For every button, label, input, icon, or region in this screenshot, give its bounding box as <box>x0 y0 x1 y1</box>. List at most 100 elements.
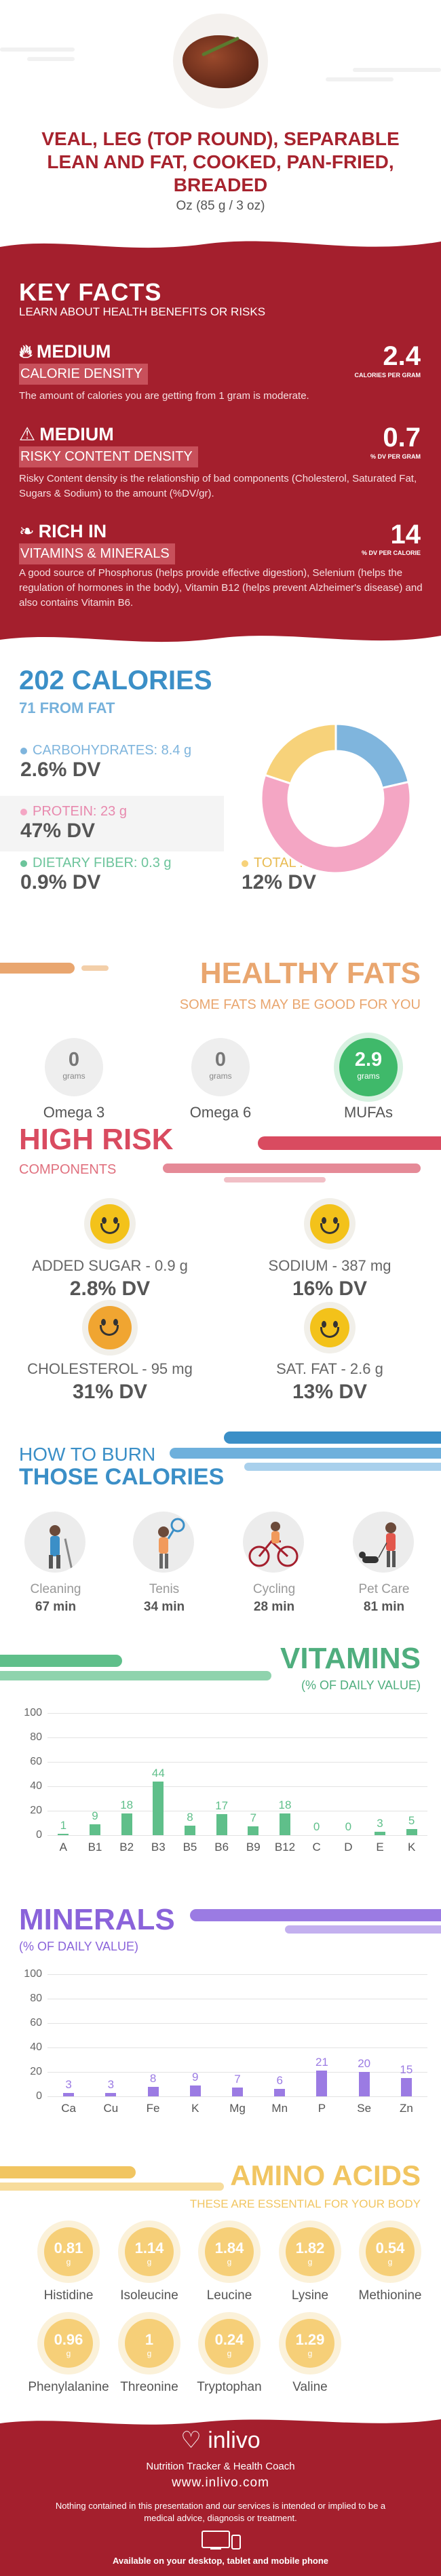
macro-donut-chart <box>260 723 412 874</box>
mineral-y-tick: 0 <box>36 2090 42 2102</box>
vitamin-value-label: 1 <box>60 1819 67 1832</box>
flame-icon: 🔥︎ <box>19 341 33 362</box>
omega6-circle: 0 grams <box>191 1038 250 1096</box>
wave-top <box>0 229 441 248</box>
amino-acid-name: Methionine <box>358 2288 422 2303</box>
decor-bar <box>224 1431 441 1444</box>
vitamins-section: VITAMINS (% OF DAILY VALUE) 0 20 40 60 80 100… <box>0 1632 441 1876</box>
decor-bar <box>258 1136 441 1150</box>
mineral-bar <box>63 2092 75 2096</box>
burn-title-top: HOW TO BURN <box>19 1444 156 1465</box>
smile-icon <box>310 1204 349 1244</box>
cholesterol-dv: 31% DV <box>72 1381 148 1403</box>
mineral-category-label: Ca <box>61 2102 76 2115</box>
fat-slice <box>263 723 337 785</box>
vitamins-level: ❧ RICH IN <box>19 521 107 541</box>
key-facts-subtitle: LEARN ABOUT HEALTH BENEFITS OR RISKS <box>19 305 266 318</box>
amino-acid-unit: g <box>307 2257 313 2267</box>
vitamin-value-label: 5 <box>408 1814 415 1827</box>
decor-line <box>326 77 394 81</box>
vitamin-y-tick: 100 <box>24 1707 42 1718</box>
risky-density-unit: % DV PER GRAM <box>370 453 421 460</box>
amino-acid-value: 1 <box>145 2331 154 2348</box>
mineral-bar <box>147 2086 159 2096</box>
amino-acid-value: 0.54 <box>375 2239 405 2256</box>
protein-dot <box>20 808 27 815</box>
amino-acid-circle: 1.82 g <box>286 2227 334 2276</box>
vitamin-gridline <box>47 1835 427 1836</box>
vitamin-value-label: 0 <box>313 1820 320 1833</box>
vitamins-chart: 0 20 40 60 80 100 1 A 9 B1 18 B2 44 B3 8 B5 17 B6 7 B9 18 B12… <box>0 1699 441 1862</box>
calorie-density-unit: CALORIES PER GRAM <box>354 372 421 379</box>
steak-image <box>183 35 258 88</box>
food-title: VEAL, LEG (TOP ROUND), SEPARABLE LEAN AN… <box>41 128 400 195</box>
vitamin-category-label: A <box>59 1841 67 1853</box>
amino-acid-unit: g <box>66 2257 71 2267</box>
mineral-y-tick: 20 <box>30 2066 42 2077</box>
amino-acid-unit: g <box>147 2257 152 2267</box>
decor-line <box>27 57 75 61</box>
decor-bar <box>285 1925 441 1934</box>
amino-acid-circle: 0.54 g <box>366 2227 415 2276</box>
vitamin-value-label: 0 <box>345 1820 352 1833</box>
vitamin-value-label: 8 <box>187 1810 193 1824</box>
mineral-bar <box>316 2071 328 2096</box>
cycling-minutes: 28 min <box>253 1600 295 1614</box>
vitamin-bar <box>280 1813 290 1835</box>
healthy-fats-section: HEALTHY FATS SOME FATS MAY BE GOOD FOR Y… <box>0 953 441 1123</box>
smile-icon <box>90 1204 130 1244</box>
cycling-label: Cycling <box>252 1582 296 1596</box>
vitamin-category-label: E <box>376 1841 384 1853</box>
vitamin-bar <box>248 1826 259 1835</box>
mufas-label: MUFAs <box>343 1104 394 1121</box>
healthy-fats-title: HEALTHY FATS <box>199 957 421 990</box>
tennis-label: Tenis <box>149 1582 180 1596</box>
mineral-bar <box>232 2088 243 2096</box>
carbohydrates-row: CARBOHYDRATES: 8.4 g 2.6% DV <box>0 743 224 782</box>
burn-calories-section: HOW TO BURN THOSE CALORIES Cleaning 67 m… <box>0 1425 441 1649</box>
pet-care-minutes: 81 min <box>363 1600 405 1614</box>
decor-bar <box>163 1164 421 1173</box>
brand-tagline: Nutrition Tracker & Health Coach <box>146 2461 295 2472</box>
decor-line <box>0 47 75 52</box>
disclaimer: Nothing contained in this presentation a… <box>55 2501 386 2523</box>
mineral-bar <box>189 2085 201 2096</box>
added-sugar-dv: 2.8% DV <box>69 1277 151 1300</box>
vitamins-label: VITAMINS & MINERALS <box>19 543 175 564</box>
mineral-value-label: 8 <box>149 2071 157 2085</box>
decor-bar <box>190 1909 441 1921</box>
vitamin-value-label: 17 <box>215 1799 229 1813</box>
calories-section: 202 CALORIES 71 FROM FAT CARBOHYDRATES: … <box>0 653 441 952</box>
vitamin-category-label: B2 <box>119 1841 134 1853</box>
vitamin-value-label: 18 <box>120 1798 134 1811</box>
footer: ♡ inlivo Nutrition Tracker & Health Coac… <box>0 2411 441 2576</box>
brand-url[interactable]: www.inlivo.com <box>172 2476 269 2490</box>
high-risk-title: HIGH RISK <box>19 1123 174 1156</box>
vitamin-value-label: 7 <box>250 1811 257 1825</box>
vitamin-category-label: B12 <box>274 1841 296 1853</box>
mineral-y-tick: 80 <box>30 1993 42 2004</box>
mineral-bar <box>400 2078 412 2096</box>
omega6-label: Omega 6 <box>189 1104 252 1121</box>
cleaning-label: Cleaning <box>30 1582 81 1596</box>
vitamin-gridline <box>47 1786 427 1787</box>
cholesterol-label: CHOLESTEROL - 95 mg <box>27 1360 193 1377</box>
amino-acid-circle: 1.84 g <box>205 2227 254 2276</box>
vitamin-y-tick: 20 <box>30 1805 42 1816</box>
mineral-value-label: 15 <box>400 2063 413 2076</box>
serving-size: Oz (85 g / 3 oz) <box>176 199 265 213</box>
calories-from-fat: 71 FROM FAT <box>19 699 115 716</box>
omega3-label: Omega 3 <box>43 1104 105 1121</box>
carbs-dot <box>20 747 27 754</box>
amino-acid-unit: g <box>227 2257 232 2267</box>
calorie-density-level: 🔥︎ MEDIUM <box>19 341 111 362</box>
amino-acid-name: Histidine <box>43 2288 94 2303</box>
amino-acid-name: Isoleucine <box>120 2288 178 2303</box>
amino-acid-value: 0.96 <box>54 2331 83 2348</box>
decor-bar <box>0 2183 224 2191</box>
amino-acid-value: 1.84 <box>214 2239 244 2256</box>
mineral-value-label: 21 <box>315 2056 328 2069</box>
mineral-y-tick: 60 <box>30 2017 42 2029</box>
mineral-category-label: P <box>318 2102 326 2115</box>
